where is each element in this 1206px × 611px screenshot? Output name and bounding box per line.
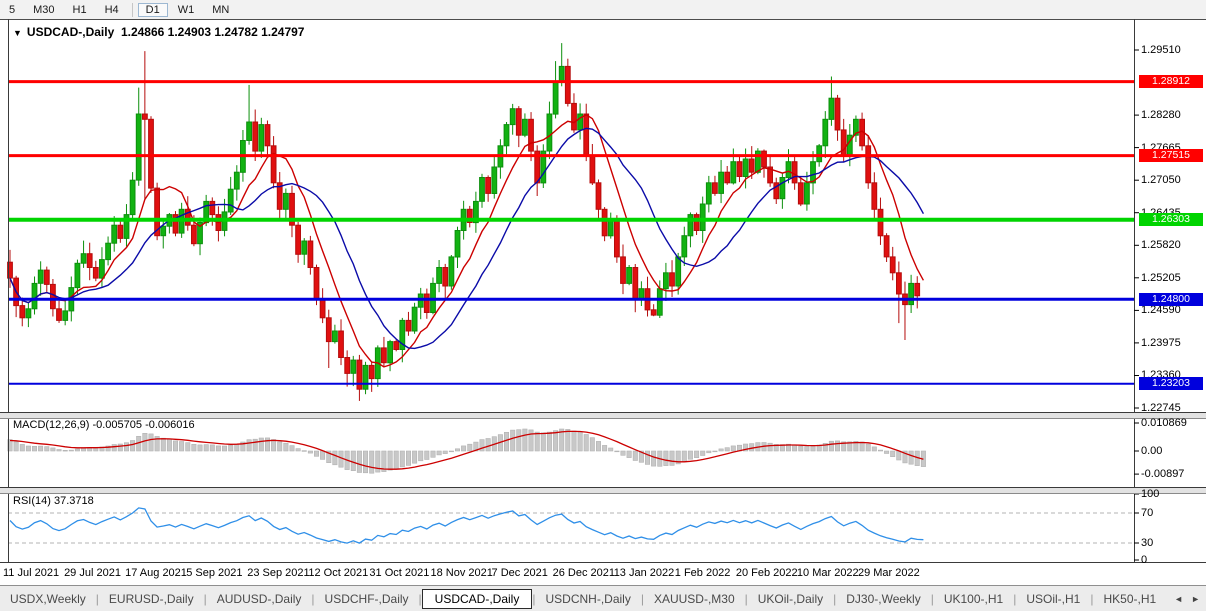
rsi-tick-label: 0 <box>1141 554 1148 566</box>
date-tick-label: 10 Mar 2022 <box>796 567 859 579</box>
rsi-panel[interactable] <box>0 492 1206 562</box>
timeframe-button-h1[interactable]: H1 <box>72 3 87 16</box>
price-tick-label: 1.22745 <box>1141 402 1181 414</box>
price-tick-label: 1.25820 <box>1141 239 1181 252</box>
tab-separator: | <box>532 592 536 606</box>
macd-tick-label: -0.00897 <box>1141 468 1185 481</box>
rsi-indicator-label: RSI(14) 37.3718 <box>13 495 94 507</box>
price-tick-label: 1.29510 <box>1141 44 1181 56</box>
tab-separator: | <box>418 592 422 606</box>
tab-separator: | <box>930 592 934 606</box>
date-tick-label: 29 Mar 2022 <box>857 567 920 579</box>
date-tick-label: 20 Feb 2022 <box>735 567 798 579</box>
tab-xauusd-m30[interactable]: XAUUSD-,M30 <box>653 592 735 606</box>
tab-usdcnh-daily[interactable]: USDCNH-,Daily <box>545 592 631 606</box>
tab-separator: | <box>1013 592 1017 606</box>
tab-uk100-h1[interactable]: UK100-,H1 <box>943 592 1004 606</box>
price-tick-label: 1.23975 <box>1141 336 1181 349</box>
timeframe-button-w1[interactable]: W1 <box>177 3 195 16</box>
date-tick-label: 17 Aug 2021 <box>125 567 187 579</box>
macd-tick-label: 0.00 <box>1141 445 1163 457</box>
date-tick-label: 12 Oct 2021 <box>308 567 369 579</box>
tab-separator: | <box>203 592 207 606</box>
tab-eurusd-daily[interactable]: EURUSD-,Daily <box>108 592 194 606</box>
price-tick-label: 1.24590 <box>1141 304 1181 317</box>
rsi-tick-label: 70 <box>1141 507 1154 519</box>
tab-usdcad-daily[interactable]: USDCAD-,Daily <box>421 589 533 609</box>
tab-separator: | <box>744 592 748 606</box>
macd-tick-label: 0.010869 <box>1141 417 1187 429</box>
chevron-down-icon[interactable]: ▼ <box>13 28 22 38</box>
date-tick-label: 7 Dec 2021 <box>491 567 548 579</box>
tab-separator: | <box>311 592 315 606</box>
timeframe-toolbar: 5 M30 H1 H4 D1 W1 MN <box>0 0 1206 20</box>
tab-separator: | <box>833 592 837 606</box>
scroll-left-icon[interactable]: ◄ <box>1174 594 1184 604</box>
timeframe-button-d1[interactable]: D1 <box>137 2 168 17</box>
price-line-badge: 1.24800 <box>1139 292 1203 306</box>
date-tick-label: 1 Feb 2022 <box>674 567 731 579</box>
date-tick-label: 11 Jul 2021 <box>3 567 60 579</box>
timeframe-button-m30[interactable]: M30 <box>33 3 55 16</box>
chart-symbol-label: USDCAD-,Daily <box>26 25 115 39</box>
chart-title: ▼ USDCAD-,Daily 1.24866 1.24903 1.24782 1… <box>13 25 304 39</box>
date-tick-label: 18 Nov 2021 <box>430 567 493 579</box>
tab-ukoil-daily[interactable]: UKOil-,Daily <box>757 592 824 606</box>
timeframe-button-h4[interactable]: H4 <box>104 3 119 16</box>
price-line-badge: 1.28912 <box>1139 75 1203 89</box>
price-tick-label: 1.28280 <box>1141 109 1181 122</box>
rsi-tick-label: 30 <box>1141 537 1154 549</box>
date-tick-label: 31 Oct 2021 <box>369 567 430 579</box>
chart-window-bottom-border <box>0 562 1206 563</box>
main-chart-panel[interactable] <box>0 19 1206 413</box>
panel-splitter-rsi[interactable] <box>0 487 1206 494</box>
price-line-badge: 1.26303 <box>1139 213 1203 227</box>
panel-splitter-macd[interactable] <box>0 412 1206 419</box>
tab-usdx-weekly[interactable]: USDX,Weekly <box>10 592 86 606</box>
date-tick-label: 26 Dec 2021 <box>552 567 616 579</box>
chart-ohlc-values: 1.24866 1.24903 1.24782 1.24797 <box>120 25 305 39</box>
price-line-badge: 1.23203 <box>1139 377 1203 391</box>
scroll-right-icon[interactable]: ► <box>1191 594 1200 604</box>
date-tick-label: 5 Sep 2021 <box>186 567 243 579</box>
rsi-tick-label: 100 <box>1141 488 1160 500</box>
chart-tab-bar: USDX,Weekly | EURUSD-,Daily | AUDUSD-,Daily |… <box>0 585 1206 611</box>
timeframe-button-mn[interactable]: MN <box>212 3 230 16</box>
date-axis[interactable]: 11 Jul 2021 29 Jul 2021 17 Aug 2021 5 Sep 2… <box>0 563 1206 585</box>
tab-usdchf-daily[interactable]: USDCHF-,Daily <box>324 592 409 606</box>
tab-audusd-daily[interactable]: AUDUSD-,Daily <box>216 592 302 606</box>
date-tick-label: 23 Sep 2021 <box>247 567 310 579</box>
price-line-badge: 1.27515 <box>1139 149 1203 163</box>
chart-window-left-border <box>8 19 9 562</box>
date-tick-label: 13 Jan 2022 <box>613 567 675 579</box>
date-tick-label: 29 Jul 2021 <box>64 567 121 579</box>
tab-separator: | <box>1090 592 1094 606</box>
tab-separator: | <box>95 592 99 606</box>
price-tick-label: 1.25205 <box>1141 271 1181 284</box>
price-axis[interactable]: 1.295101.282801.276651.270501.264351.258… <box>1135 19 1206 566</box>
toolbar-separator <box>131 2 133 17</box>
tab-separator: | <box>640 592 644 606</box>
tab-hk50-h1[interactable]: HK50-,H1 <box>1103 592 1157 606</box>
tab-usoil-h1[interactable]: USOil-,H1 <box>1026 592 1081 606</box>
timeframe-button-5[interactable]: 5 <box>9 3 16 16</box>
tab-dj30-weekly[interactable]: DJ30-,Weekly <box>846 592 921 606</box>
macd-indicator-label: MACD(12,26,9) -0.005705 -0.006016 <box>13 419 195 431</box>
price-tick-label: 1.27050 <box>1141 174 1181 187</box>
